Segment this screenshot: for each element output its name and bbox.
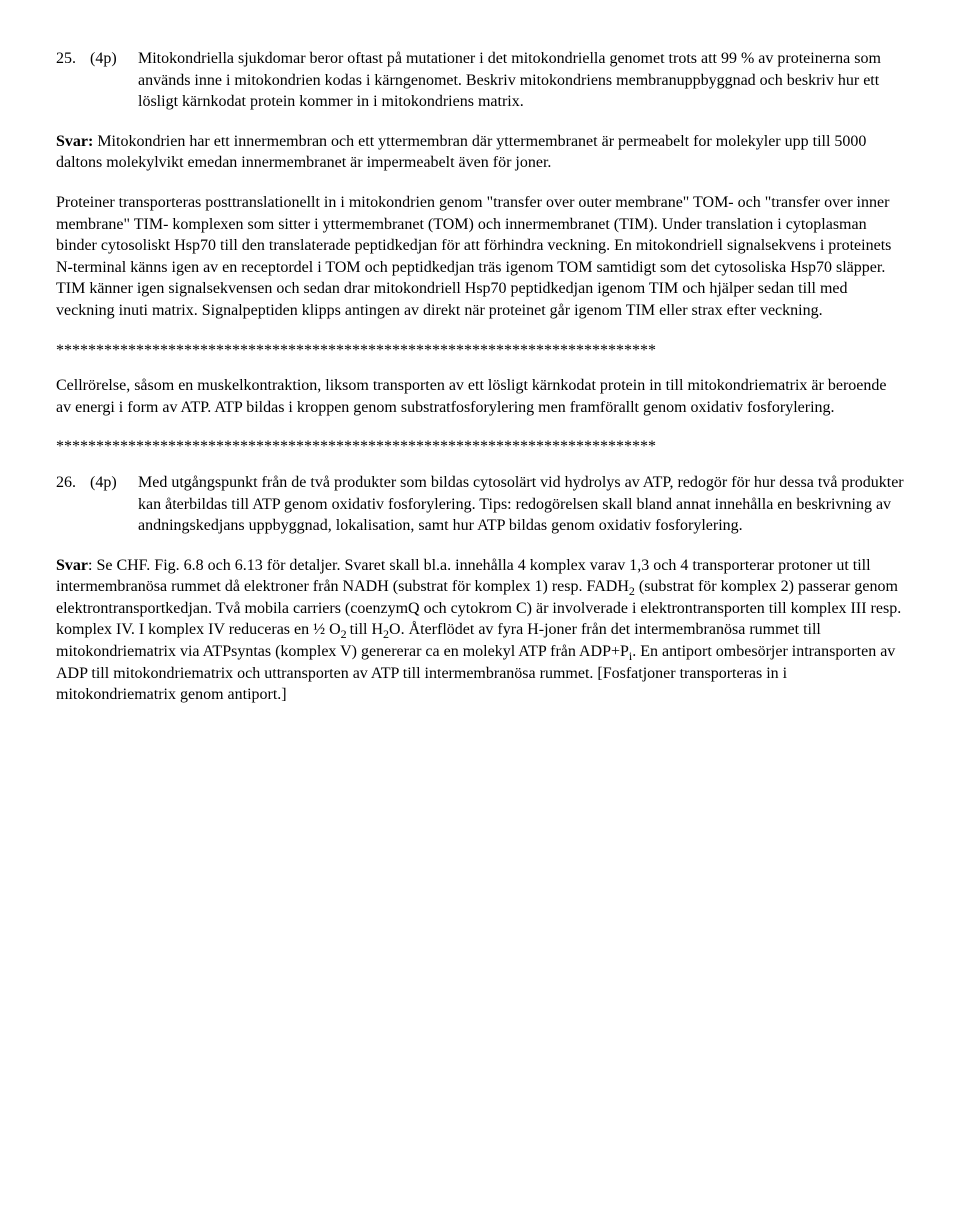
answer-label: Svar: xyxy=(56,133,93,150)
separator-top: ****************************************… xyxy=(56,340,904,362)
question-26-text: Med utgångspunkt från de två produkter s… xyxy=(138,472,904,537)
question-25: 25. (4p) Mitokondriella sjukdomar beror … xyxy=(56,48,904,113)
question-26-number: 26. xyxy=(56,472,90,494)
subscript-2: 2 xyxy=(341,628,350,642)
question-25-text: Mitokondriella sjukdomar beror oftast på… xyxy=(138,48,904,113)
question-26-points: (4p) xyxy=(90,472,138,494)
question-25-points: (4p) xyxy=(90,48,138,70)
question-26-header: 26. (4p) Med utgångspunkt från de två pr… xyxy=(56,472,904,537)
answer-text-1: Mitokondrien har ett innermembran och et… xyxy=(56,133,866,172)
question-26-answer: Svar: Se CHF. Fig. 6.8 och 6.13 för deta… xyxy=(56,555,904,706)
bridge-text: Cellrörelse, såsom en muskelkontraktion,… xyxy=(56,375,904,418)
question-25-number: 25. xyxy=(56,48,90,70)
question-25-answer-1: Svar: Mitokondrien har ett innermembran … xyxy=(56,131,904,174)
question-25-header: 25. (4p) Mitokondriella sjukdomar beror … xyxy=(56,48,904,113)
question-26: 26. (4p) Med utgångspunkt från de två pr… xyxy=(56,472,904,537)
answer-part-3: till H xyxy=(350,621,383,638)
question-25-answer-2: Proteiner transporteras posttranslatione… xyxy=(56,192,904,322)
separator-bottom: ****************************************… xyxy=(56,436,904,458)
answer-label-26: Svar xyxy=(56,557,88,574)
